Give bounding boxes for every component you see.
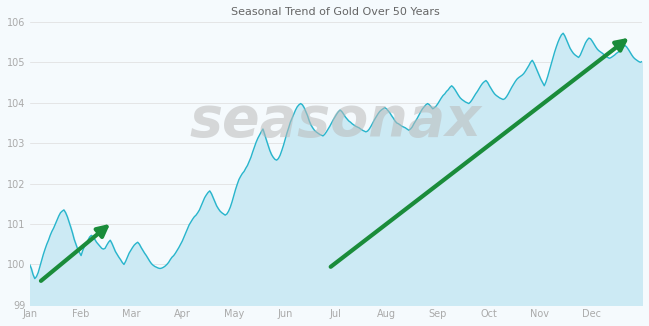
Title: Seasonal Trend of Gold Over 50 Years: Seasonal Trend of Gold Over 50 Years [232,7,440,17]
Text: seasonax: seasonax [190,94,482,148]
